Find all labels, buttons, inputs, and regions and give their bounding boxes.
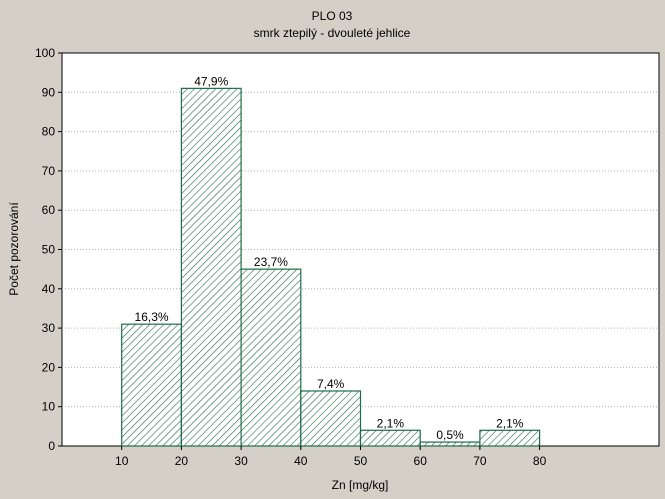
histogram-bar — [240, 268, 302, 447]
bar-percent-label: 23,7% — [254, 255, 288, 269]
y-tick-label: 80 — [42, 125, 56, 139]
y-tick-label: 0 — [48, 439, 55, 453]
bar-percent-label: 47,9% — [194, 74, 228, 88]
y-tick-label: 30 — [42, 321, 56, 335]
y-tick-label: 100 — [35, 46, 55, 60]
histogram-bar — [300, 390, 362, 447]
bar-percent-label: 7,4% — [317, 377, 345, 391]
x-tick-label: 50 — [354, 454, 368, 468]
x-tick-label: 20 — [175, 454, 189, 468]
histogram-bar — [121, 323, 182, 447]
bars — [121, 87, 541, 447]
x-tick-label: 40 — [294, 454, 308, 468]
y-tick-label: 70 — [42, 164, 56, 178]
bar-labels: 16,3% 47,9% 23,7% 7,4% 2,1% 0,5% 2,1% — [135, 74, 524, 442]
y-tick-label: 20 — [42, 360, 56, 374]
chart-subtitle: smrk ztepilý - dvouleté jehlice — [254, 26, 411, 40]
y-tick-label: 40 — [42, 282, 56, 296]
x-axis: 10 20 30 40 50 60 70 80 — [115, 446, 547, 468]
y-tick-label: 50 — [42, 243, 56, 257]
y-tick-label: 90 — [42, 85, 56, 99]
bar-percent-label: 0,5% — [436, 428, 464, 442]
histogram-bar — [479, 429, 541, 447]
histogram-bar — [359, 429, 421, 447]
chart-title: PLO 03 — [312, 9, 353, 23]
bar-percent-label: 2,1% — [377, 416, 405, 430]
x-tick-label: 80 — [533, 454, 547, 468]
y-tick-label: 10 — [42, 400, 56, 414]
bar-percent-label: 2,1% — [496, 416, 524, 430]
bar-percent-label: 16,3% — [135, 310, 169, 324]
x-tick-label: 70 — [473, 454, 487, 468]
x-axis-label: Zn [mg/kg] — [332, 478, 389, 492]
y-axis: 0 10 20 30 40 50 60 70 80 90 100 — [35, 46, 62, 453]
x-tick-label: 10 — [115, 454, 129, 468]
histogram-bar — [180, 87, 242, 447]
x-tick-label: 30 — [234, 454, 248, 468]
y-tick-label: 60 — [42, 203, 56, 217]
y-axis-label: Počet pozorování — [7, 202, 21, 296]
x-tick-label: 60 — [414, 454, 428, 468]
histogram-bar — [419, 441, 481, 447]
